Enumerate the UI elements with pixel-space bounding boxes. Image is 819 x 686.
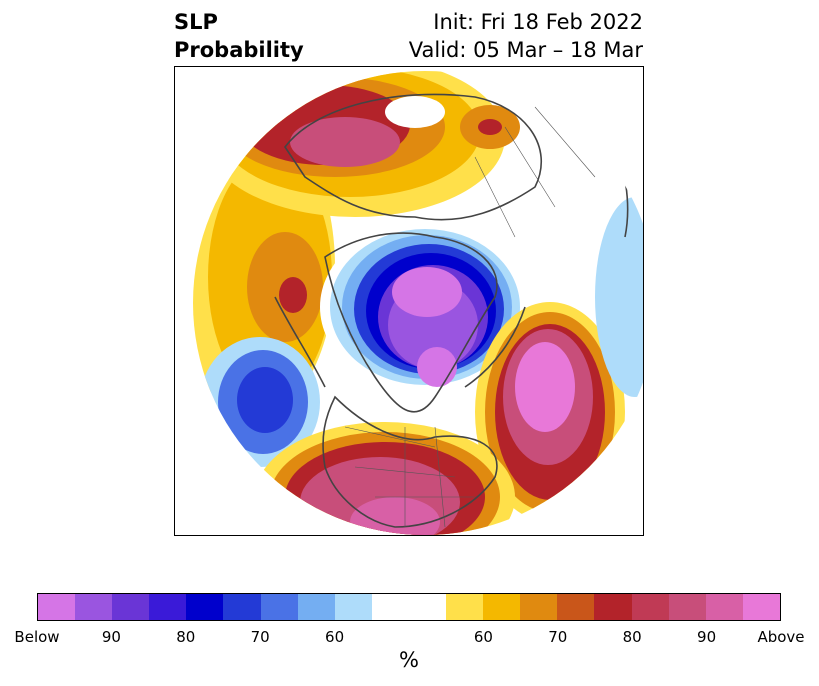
borders — [344, 106, 596, 528]
colorbar-segment — [668, 594, 706, 620]
colorbar-segment — [112, 594, 150, 620]
valid-range: Valid: 05 Mar – 18 Mar — [408, 38, 643, 62]
probability-field — [193, 71, 643, 535]
colorbar-tick-label: 90 — [101, 628, 121, 646]
init-date: Init: Fri 18 Feb 2022 — [433, 10, 643, 34]
colorbar-segment — [705, 594, 743, 620]
colorbar-segment — [149, 594, 187, 620]
colorbar-tick-label: 60 — [473, 628, 493, 646]
colorbar-segment — [446, 594, 484, 620]
colorbar-tick-label: 80 — [622, 628, 642, 646]
colorbar-tick-label: Above — [757, 628, 805, 646]
colorbar-segment — [75, 594, 113, 620]
colorbar-segment — [742, 594, 780, 620]
colorbar-tick-label: 70 — [548, 628, 568, 646]
colorbar-segment — [520, 594, 558, 620]
colorbar-tick-label: 60 — [325, 628, 345, 646]
colorbar-tick-label: 80 — [176, 628, 196, 646]
colorbar-segment — [334, 594, 372, 620]
colorbar-tick-label: 70 — [250, 628, 270, 646]
title-subtitle: Probability — [174, 38, 304, 62]
probability-map — [174, 66, 644, 536]
colorbar-tick-label: Below — [14, 628, 60, 646]
colorbar — [37, 593, 781, 621]
colorbar-tick-label: 90 — [697, 628, 717, 646]
colorbar-segment — [594, 594, 632, 620]
colorbar-segment — [38, 594, 76, 620]
colorbar-segment — [557, 594, 595, 620]
colorbar-label: % — [399, 648, 419, 672]
forecast-dates: Init: Fri 18 Feb 2022 Valid: 05 Mar – 18… — [409, 8, 643, 64]
colorbar-segment — [371, 594, 409, 620]
colorbar-segment — [631, 594, 669, 620]
map-title: SLP Probability — [174, 8, 304, 64]
colorbar-segment — [186, 594, 224, 620]
colorbar-segment — [260, 594, 298, 620]
map-canvas — [193, 71, 643, 535]
colorbar-segment — [408, 594, 447, 620]
colorbar-segment — [297, 594, 335, 620]
title-variable: SLP — [174, 10, 218, 34]
colorbar-segment — [483, 594, 521, 620]
colorbar-segment — [223, 594, 261, 620]
